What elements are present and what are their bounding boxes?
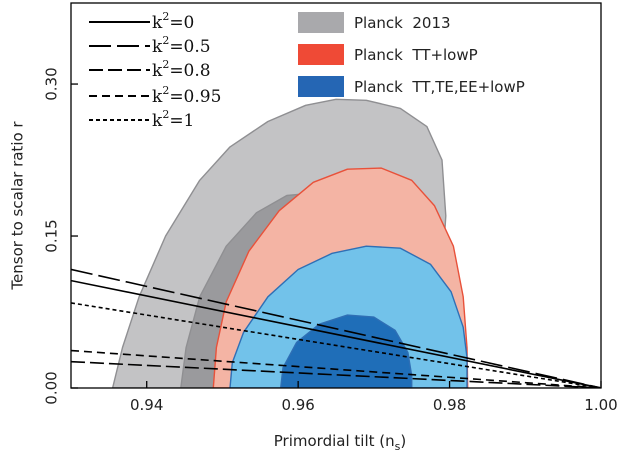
model-line-0 — [71, 279, 601, 388]
x-axis-label: Primordial tilt (ns) — [274, 432, 406, 453]
axis-ticks: 0.94 0.96 0.98 1.00 0.00 0.15 0.30 — [43, 67, 618, 414]
x-tick-label: 0.98 — [433, 396, 466, 414]
contour-regions — [111, 98, 469, 388]
model-line-1 — [71, 268, 601, 388]
y-axis-label: Tensor to scalar ratio r — [9, 121, 27, 291]
x-tick-label: 1.00 — [584, 396, 617, 414]
legend-region-label: Planck TT+lowP — [354, 46, 478, 64]
legend-region-label: Planck 2013 — [354, 14, 451, 32]
legend-region-swatch — [298, 44, 344, 65]
legend-line-label: k2=0.8 — [152, 58, 211, 81]
legend-regions: Planck 2013 Planck TT+lowP Planck TT,TE,EE… — [298, 12, 525, 97]
y-tick-label: 0.30 — [43, 67, 61, 100]
y-tick-label: 0.15 — [43, 219, 61, 252]
model-line-4 — [71, 302, 601, 388]
legend-region-swatch — [298, 12, 344, 33]
legend-line-label: k2=1 — [152, 108, 194, 131]
y-tick-label: 0.00 — [43, 371, 61, 404]
model-line-3 — [71, 349, 601, 388]
model-line-2 — [71, 360, 601, 388]
x-tick-label: 0.94 — [130, 396, 163, 414]
legend-line-label: k2=0.5 — [152, 34, 211, 57]
x-tick-label: 0.96 — [281, 396, 314, 414]
legend-line-label: k2=0.95 — [152, 84, 221, 107]
ttteee-inner-region — [280, 314, 413, 388]
model-lines — [71, 268, 601, 388]
legend-region-label: Planck TT,TE,EE+lowP — [354, 78, 525, 96]
legend-region-swatch — [298, 76, 344, 97]
plot-frame — [70, 2, 602, 389]
legend-line-label: k2=0 — [152, 10, 194, 33]
